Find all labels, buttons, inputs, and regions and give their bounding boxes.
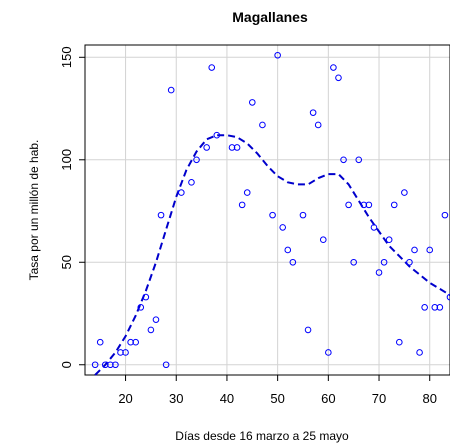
- data-point: [330, 64, 337, 71]
- smoothed-trend-path: [94, 134, 450, 376]
- data-point: [421, 304, 428, 311]
- y-tick-label: 0: [59, 361, 74, 368]
- data-point: [350, 258, 357, 266]
- x-tick-label: 20: [118, 391, 132, 406]
- data-point: [152, 316, 160, 323]
- data-point: [365, 201, 373, 209]
- data-point: [162, 361, 170, 369]
- data-point: [370, 224, 378, 231]
- y-tick-label: 150: [59, 46, 74, 68]
- data-point: [345, 201, 352, 209]
- data-point: [309, 109, 317, 116]
- data-point: [299, 211, 307, 219]
- data-point: [314, 121, 322, 129]
- data-point: [142, 293, 150, 301]
- data-point: [406, 258, 413, 266]
- data-point: [411, 246, 418, 254]
- data-point: [248, 99, 256, 106]
- grid-lines: [85, 45, 450, 375]
- data-point: [335, 74, 342, 82]
- data-point: [289, 258, 297, 266]
- x-axis: 20 30 40 50 60 70 80: [118, 375, 437, 406]
- data-points: [91, 51, 450, 369]
- data-point: [355, 156, 363, 164]
- x-tick-label: 30: [169, 391, 183, 406]
- data-point: [188, 179, 195, 186]
- data-point: [243, 189, 251, 196]
- x-tick-label: 40: [220, 391, 234, 406]
- data-point: [137, 304, 145, 311]
- data-point: [431, 304, 439, 311]
- data-point: [233, 144, 241, 151]
- data-point: [203, 144, 210, 151]
- data-point: [441, 211, 449, 219]
- data-point: [193, 156, 200, 164]
- data-point: [269, 211, 276, 219]
- data-point: [390, 201, 398, 209]
- data-point: [107, 361, 114, 369]
- data-point: [228, 144, 236, 151]
- data-point: [91, 361, 99, 369]
- data-point: [112, 361, 119, 369]
- data-point: [446, 293, 450, 301]
- data-point: [122, 349, 129, 356]
- data-point: [304, 326, 312, 334]
- data-point: [416, 349, 423, 356]
- data-point: [340, 156, 347, 164]
- x-tick-label: 70: [372, 391, 386, 406]
- x-tick-label: 50: [270, 391, 284, 406]
- data-point: [238, 201, 246, 209]
- data-point: [178, 189, 185, 196]
- trend-line: [94, 134, 450, 376]
- y-tick-label: 50: [59, 255, 74, 269]
- data-point: [426, 246, 434, 254]
- x-tick-label: 80: [422, 391, 436, 406]
- x-tick-label: 60: [321, 391, 335, 406]
- data-point: [279, 224, 287, 231]
- data-point: [132, 338, 139, 346]
- data-point: [360, 201, 368, 209]
- data-point: [147, 326, 155, 334]
- data-point: [117, 349, 124, 356]
- data-point: [96, 338, 104, 346]
- x-axis-label: Días desde 16 marzo a 25 mayo: [175, 429, 349, 443]
- data-point: [127, 338, 134, 346]
- data-point: [259, 121, 266, 129]
- data-point: [167, 86, 175, 94]
- data-point: [401, 189, 408, 196]
- data-point: [436, 304, 444, 311]
- data-point: [157, 211, 165, 219]
- data-point: [375, 269, 383, 276]
- data-point: [101, 361, 109, 369]
- y-axis: 0 50 100 150: [59, 46, 85, 368]
- data-point: [284, 246, 292, 254]
- chart-title: Magallanes: [232, 9, 308, 25]
- y-axis-label: Tasa por un millón de hab.: [27, 140, 41, 281]
- data-point: [380, 258, 388, 266]
- data-point: [396, 338, 403, 346]
- data-point: [274, 51, 281, 59]
- data-point: [213, 131, 221, 139]
- data-point: [385, 236, 393, 244]
- y-tick-label: 100: [59, 149, 74, 171]
- data-point: [325, 349, 332, 356]
- data-point: [208, 64, 216, 71]
- data-point: [319, 236, 327, 244]
- plot-frame: [84, 44, 450, 376]
